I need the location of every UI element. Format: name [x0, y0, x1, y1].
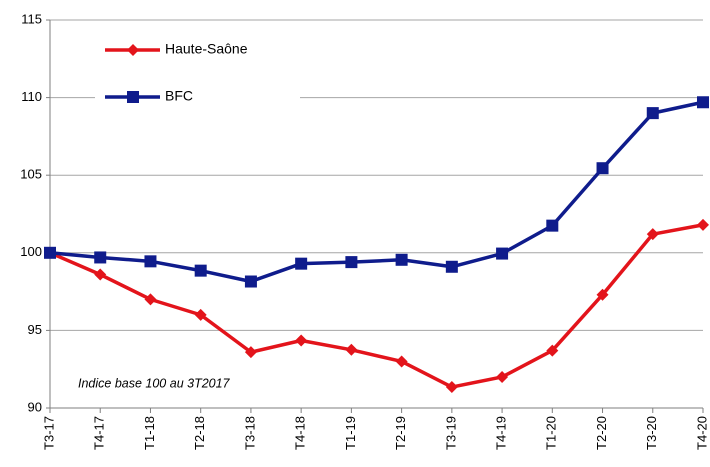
marker [144, 293, 157, 306]
x-tick-label: T3-20 [644, 416, 659, 450]
marker [345, 343, 358, 356]
legend-label: BFC [165, 88, 193, 104]
marker [144, 255, 157, 268]
x-tick-label: T3-18 [242, 416, 257, 450]
x-tick-label: T2-20 [594, 416, 609, 450]
marker [295, 257, 308, 270]
x-tick-label: T2-19 [393, 416, 408, 450]
x-tick-label: T1-18 [142, 416, 157, 450]
marker [194, 308, 207, 321]
series-line [49, 223, 704, 389]
marker [445, 381, 458, 394]
legend-marker [127, 91, 139, 103]
marker [345, 256, 358, 269]
marker [546, 344, 559, 357]
legend-marker [127, 44, 139, 56]
marker [194, 264, 207, 277]
marker [395, 253, 408, 266]
marker [295, 334, 308, 347]
marker [646, 228, 659, 241]
y-tick-label: 105 [20, 167, 42, 182]
x-tick-label: T3-19 [443, 416, 458, 450]
x-tick-label: T3-17 [41, 416, 56, 450]
marker [44, 246, 56, 259]
y-tick-label: 95 [28, 322, 42, 337]
marker [496, 370, 509, 383]
y-tick-label: 90 [28, 399, 42, 414]
marker [697, 96, 709, 109]
marker [395, 355, 408, 368]
marker [244, 346, 257, 359]
marker [546, 219, 559, 232]
marker [496, 247, 509, 260]
marker [697, 218, 709, 231]
y-tick-label: 110 [21, 89, 42, 104]
x-tick-label: T1-20 [544, 416, 559, 450]
y-tick-label: 115 [21, 11, 42, 26]
x-tick-label: T4-17 [92, 416, 107, 450]
x-tick-label: T4-18 [293, 416, 308, 450]
y-tick-label: 100 [20, 244, 42, 259]
series-line [49, 100, 704, 284]
x-tick-label: T2-18 [192, 416, 207, 450]
legend-label: Haute-Saône [165, 41, 248, 57]
marker [244, 275, 257, 288]
x-tick-label: T4-20 [694, 416, 709, 450]
marker [94, 268, 107, 281]
x-tick-label: T4-19 [494, 416, 509, 450]
marker [596, 288, 609, 301]
marker [94, 251, 107, 264]
marker [596, 162, 609, 175]
marker [445, 260, 458, 273]
x-tick-label: T1-19 [343, 416, 358, 450]
annotation: Indice base 100 au 3T2017 [78, 376, 231, 390]
marker [646, 107, 659, 120]
